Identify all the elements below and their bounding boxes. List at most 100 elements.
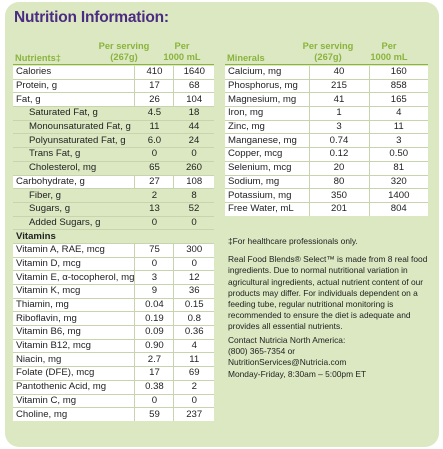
per-volume-value: 858 [368, 78, 428, 93]
product-description: Real Food Blends® Select™ is made from 8… [228, 254, 428, 332]
per-serving-value: 410 [134, 66, 174, 80]
per-volume-value: 320 [368, 174, 428, 189]
per-serving-header: Per serving (267g) [98, 41, 150, 62]
table-row: Saturated Fat, g 4.5 18 [13, 106, 214, 121]
table-row: Iron, mg 1 4 [225, 106, 428, 121]
nutrient-name: Magnesium, mg [225, 92, 309, 107]
nutrients-table: Calories 410 1640 Protein, g 17 68 Fat, g 26 104… [13, 66, 214, 421]
nutrient-name: Fiber, g [13, 188, 135, 203]
per-serving-value: 0.90 [134, 338, 174, 353]
table-row: Copper, mcg 0.12 0.50 [225, 147, 428, 162]
per-serving-value: 3 [308, 119, 369, 134]
nutrient-name: Pantothenic Acid, mg [13, 379, 135, 394]
table-row: Vitamin A, RAE, mcg 75 300 [13, 242, 214, 258]
nutrient-name: Vitamin K, mcg [13, 284, 135, 299]
per-volume-value: 11 [368, 119, 428, 134]
per-volume-value: 237 [173, 407, 214, 421]
nutrient-name: Calories [13, 66, 135, 80]
table-row: Vitamin C, mg 0 0 [13, 393, 214, 408]
table-row: Phosphorus, mg 215 858 [225, 78, 428, 93]
nutrient-name: Niacin, mg [13, 352, 135, 367]
per-volume-value: 36 [173, 284, 214, 299]
per-volume-value: 160 [368, 66, 428, 80]
per-serving-value: 2.7 [134, 352, 174, 367]
nutrient-name: Cholesterol, mg [13, 160, 135, 175]
nutrient-name: Thiamin, mg [13, 297, 135, 312]
table-row: Selenium, mcg 20 81 [225, 160, 428, 175]
per-volume-value: 0.15 [173, 297, 214, 312]
nutrient-name: Vitamin C, mg [13, 393, 135, 408]
per-serving-value: 40 [308, 66, 369, 80]
table-row: Vitamin E, α-tocopherol, mg 3 12 [13, 270, 214, 285]
per-serving-value: 41 [308, 92, 369, 107]
nutrient-name: Copper, mcg [225, 147, 309, 162]
per-serving-value: 17 [134, 366, 174, 381]
minerals-header: Minerals [227, 53, 265, 63]
per-volume-value: 81 [368, 160, 428, 175]
contact-hours: Monday-Friday, 8:30am – 5:00pm ET [228, 368, 367, 379]
per-serving-value: 201 [308, 201, 369, 216]
table-row: Vitamin B12, mcg 0.90 4 [13, 338, 214, 353]
nutrient-name: Vitamin E, α-tocopherol, mg [13, 270, 135, 285]
table-row: Manganese, mg 0.74 3 [225, 133, 428, 148]
per-volume-value: 68 [173, 78, 214, 93]
table-row: Magnesium, mg 41 165 [225, 92, 428, 107]
vitamins-heading-row: Vitamins [13, 229, 214, 244]
nutrient-name: Protein, g [13, 78, 135, 93]
per-serving-value: 17 [134, 78, 174, 93]
per-serving-value: 215 [308, 78, 369, 93]
per-volume-value: 8 [173, 188, 214, 203]
per-serving-value: 80 [308, 174, 369, 189]
nutrient-name: Vitamin B12, mcg [13, 338, 135, 353]
per-volume-value: 4 [173, 338, 214, 353]
per-volume-value: 18 [173, 106, 214, 121]
nutrient-name: Riboflavin, mg [13, 311, 135, 326]
per-serving-value: 2 [134, 188, 174, 203]
table-row: Calcium, mg 40 160 [225, 66, 428, 80]
table-row: Vitamin K, mcg 9 36 [13, 284, 214, 299]
per-serving-value: 75 [134, 242, 174, 258]
per-volume-value: 11 [173, 352, 214, 367]
per-volume-value: 0 [173, 215, 214, 230]
per-serving-value: 26 [134, 92, 174, 107]
per-serving-value: 0.19 [134, 311, 174, 326]
table-row: Potassium, mg 350 1400 [225, 188, 428, 203]
per-volume-value: 300 [173, 242, 214, 258]
nutrient-name: Vitamin A, RAE, mcg [13, 242, 135, 258]
nutrient-name: Vitamin B6, mg [13, 325, 135, 340]
per-serving-value: 65 [134, 160, 174, 175]
nutrient-name: Selenium, mcg [225, 160, 309, 175]
per-serving-value: 350 [308, 188, 369, 203]
nutrient-name: Sodium, mg [225, 174, 309, 189]
contact-block: Contact Nutricia North America: (800) 36… [228, 335, 428, 380]
per-volume-value: 69 [173, 366, 214, 381]
per-volume-value: 2 [173, 379, 214, 394]
table-row: Protein, g 17 68 [13, 78, 214, 93]
nutrients-header: Nutrients‡ [15, 53, 61, 63]
per-volume-value: 104 [173, 92, 214, 107]
nutrient-name: Phosphorus, mg [225, 78, 309, 93]
per-serving-value: 1 [308, 106, 369, 121]
table-row: Riboflavin, mg 0.19 0.8 [13, 311, 214, 326]
per-volume-value: 44 [173, 119, 214, 134]
contact-email[interactable]: NutritionServices@Nutricia.com [228, 357, 347, 368]
header-divider [13, 64, 214, 65]
footnote-block: ‡For healthcare professionals only. Real… [228, 236, 428, 340]
nutrient-name: Manganese, mg [225, 133, 309, 148]
per-volume-value: 108 [173, 174, 214, 189]
per-serving-value: 3 [134, 270, 174, 285]
nutrient-name: Iron, mg [225, 106, 309, 121]
nutrient-name: Free Water, mL [225, 201, 309, 216]
minerals-table: Calcium, mg 40 160 Phosphorus, mg 215 858 Magn… [225, 66, 428, 216]
per-volume-header: Per 1000 mL [163, 41, 201, 62]
nutrient-name: Choline, mg [13, 407, 135, 421]
per-serving-value: 0 [134, 393, 174, 408]
nutrient-name: Carbohydrate, g [13, 174, 135, 189]
vitamins-heading: Vitamins [13, 229, 214, 244]
table-row: Cholesterol, mg 65 260 [13, 160, 214, 175]
table-row: Sodium, mg 80 320 [225, 174, 428, 189]
nutrient-name: Saturated Fat, g [13, 106, 135, 121]
